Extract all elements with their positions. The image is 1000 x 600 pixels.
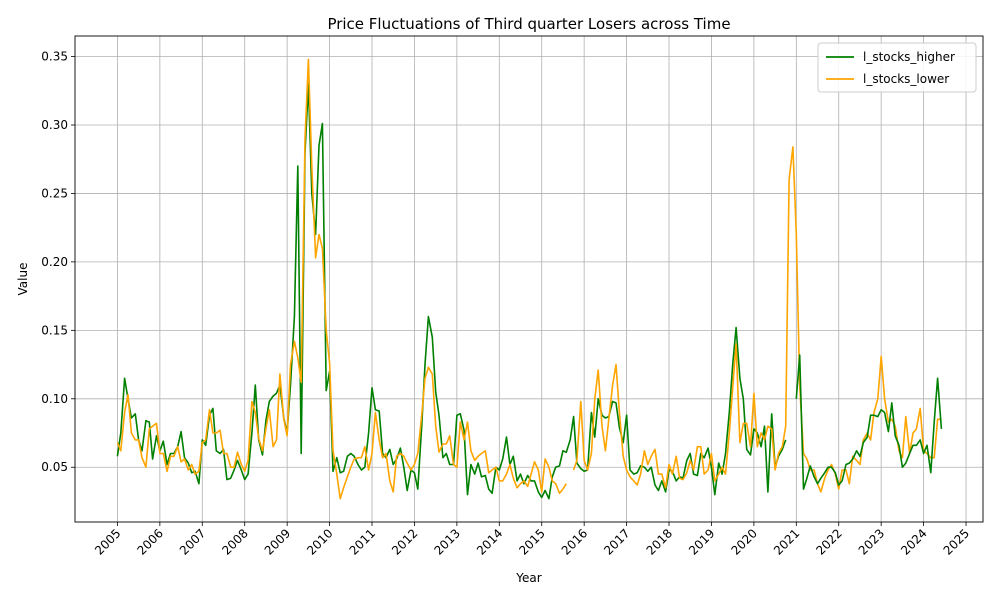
y-tick-label: 0.20 bbox=[41, 255, 68, 269]
y-tick-label: 0.05 bbox=[41, 460, 68, 474]
chart-title: Price Fluctuations of Third quarter Lose… bbox=[327, 15, 730, 33]
y-tick-label: 0.10 bbox=[41, 392, 68, 406]
series-line-l-stocks-lower bbox=[116, 58, 567, 500]
plot-frame bbox=[74, 35, 984, 523]
y-tick-label: 0.25 bbox=[41, 186, 68, 200]
legend: l_stocks_higher l_stocks_lower bbox=[817, 42, 977, 93]
series-line-l-stocks-lower bbox=[572, 146, 942, 493]
legend-label-l-stocks-lower: l_stocks_lower bbox=[863, 72, 949, 86]
y-tick-label: 0.15 bbox=[41, 323, 68, 337]
series-line-l-stocks-higher bbox=[116, 83, 787, 500]
y-axis: 0.05 0.10 0.15 0.20 0.25 0.30 0.35 bbox=[41, 50, 75, 474]
legend-label-l-stocks-higher: l_stocks_higher bbox=[863, 50, 955, 64]
legend-box bbox=[817, 42, 977, 93]
series-line-l-stocks-higher bbox=[795, 354, 943, 490]
y-tick-label: 0.30 bbox=[41, 118, 68, 132]
series-layer bbox=[116, 58, 943, 500]
y-axis-label: Value bbox=[16, 263, 30, 296]
y-tick-label: 0.35 bbox=[41, 50, 68, 64]
x-axis-label: Year bbox=[515, 571, 541, 585]
